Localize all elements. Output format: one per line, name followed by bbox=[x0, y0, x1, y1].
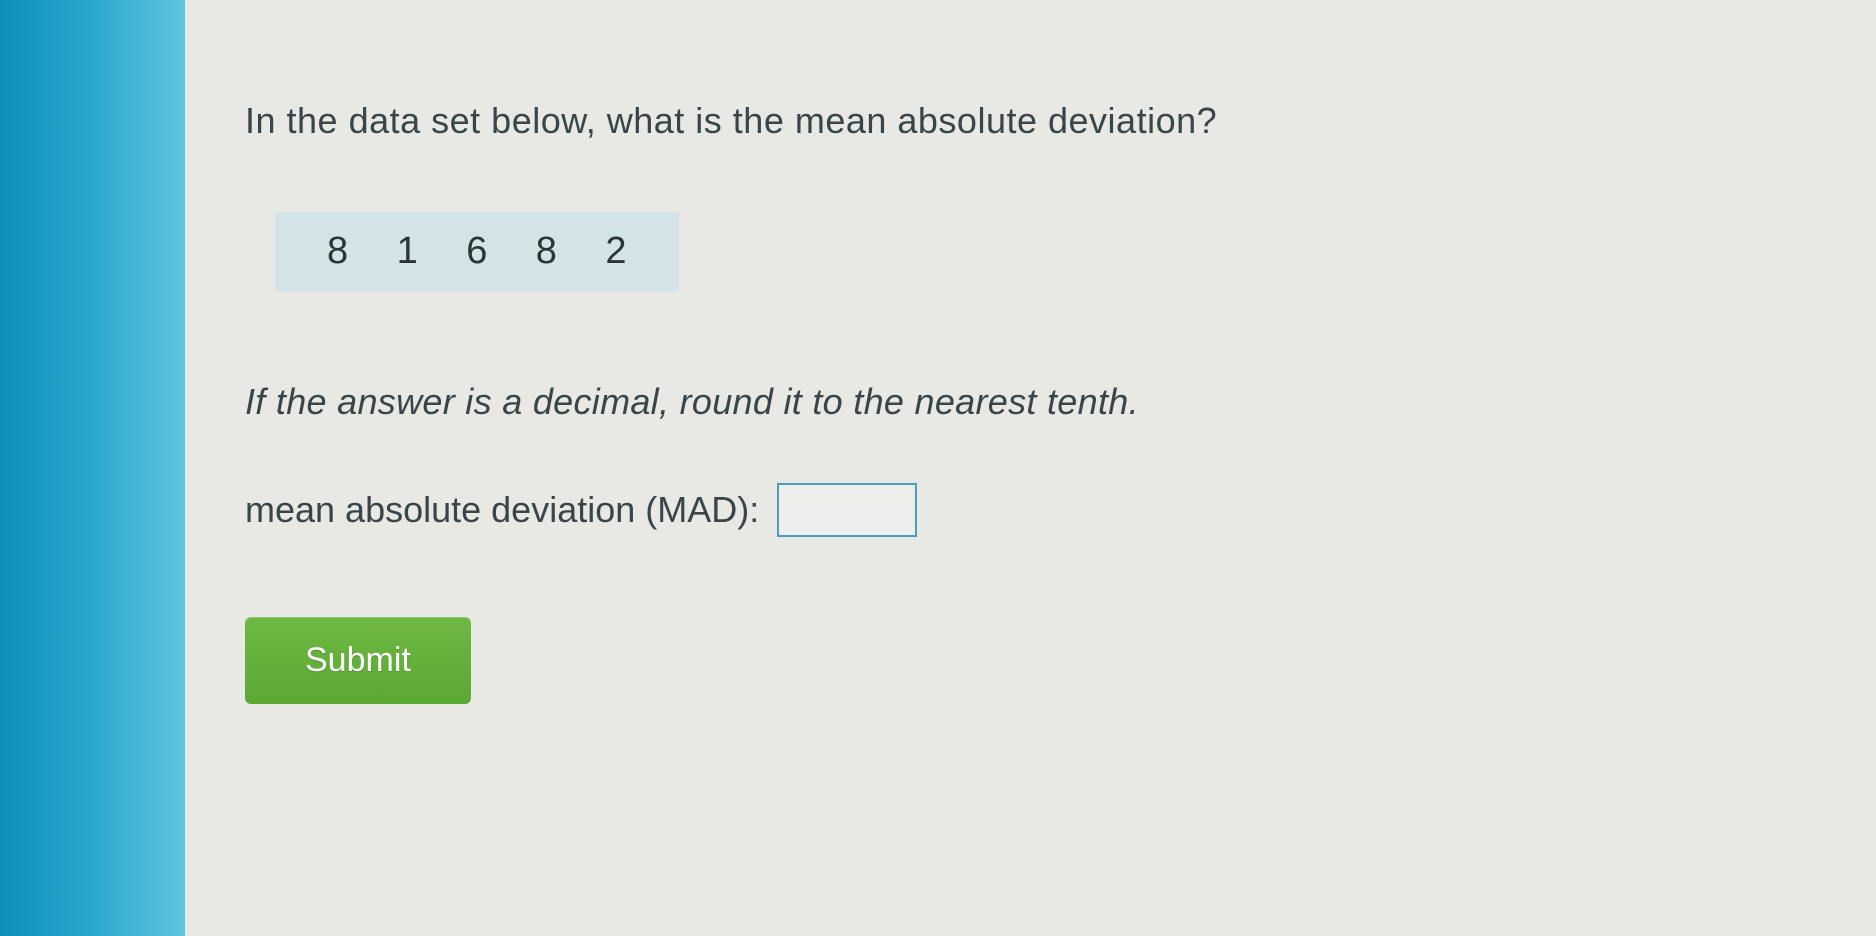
question-panel: In the data set below, what is the mean … bbox=[185, 0, 1876, 936]
data-value: 8 bbox=[327, 230, 348, 273]
submit-button[interactable]: Submit bbox=[245, 617, 471, 704]
data-value: 6 bbox=[466, 230, 487, 273]
instruction-text: If the answer is a decimal, round it to … bbox=[245, 381, 1816, 423]
answer-row: mean absolute deviation (MAD): bbox=[245, 483, 1816, 537]
data-value: 8 bbox=[536, 230, 557, 273]
answer-input[interactable] bbox=[777, 483, 917, 537]
data-value: 2 bbox=[605, 230, 626, 273]
data-set-box: 8 1 6 8 2 bbox=[275, 212, 679, 291]
question-prompt: In the data set below, what is the mean … bbox=[245, 100, 1816, 142]
data-value: 1 bbox=[397, 230, 418, 273]
sidebar bbox=[0, 0, 185, 936]
answer-label: mean absolute deviation (MAD): bbox=[245, 489, 759, 531]
